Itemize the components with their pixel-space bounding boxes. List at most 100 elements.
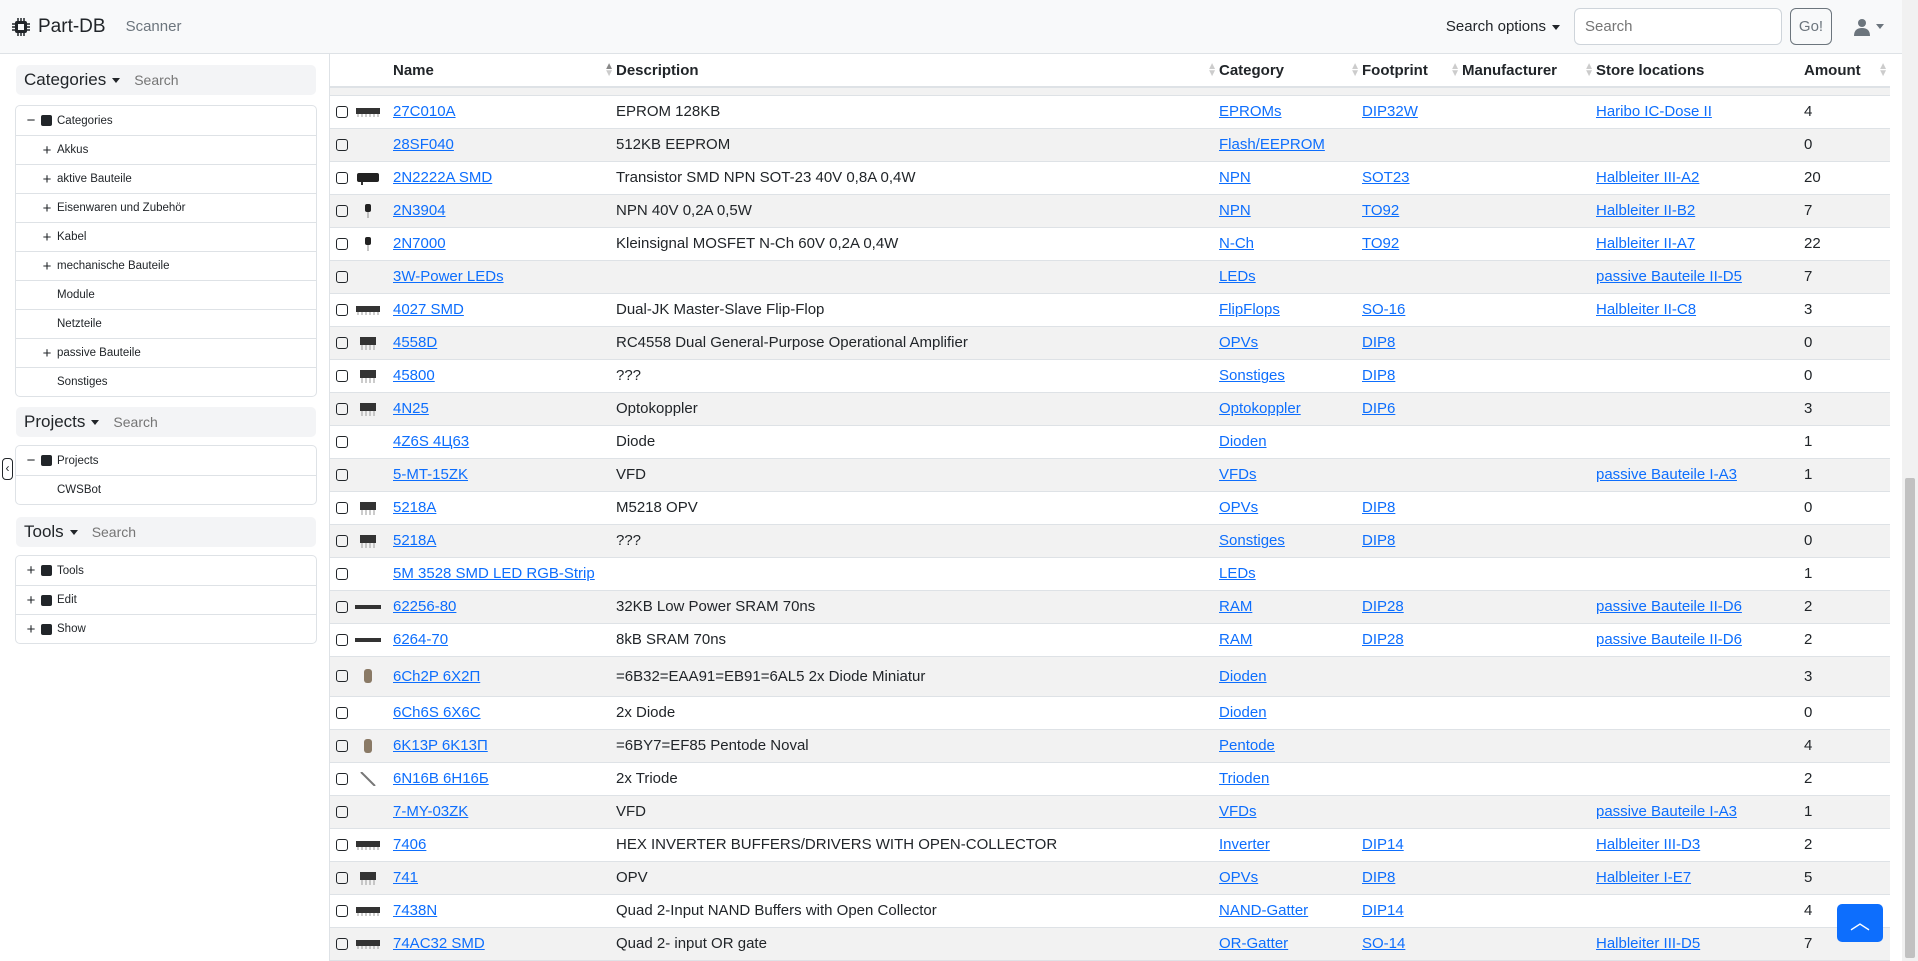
part-name-link[interactable]: 4Z6S 4Ц63 bbox=[393, 433, 470, 450]
part-name-link[interactable]: 4027 SMD bbox=[393, 301, 464, 318]
back-to-top-button[interactable]: ︿ bbox=[1837, 904, 1883, 942]
table-row[interactable]: 2N7000 Kleinsignal MOSFET N-Ch 60V 0,2A … bbox=[330, 227, 1890, 261]
footprint-link[interactable]: SO-16 bbox=[1362, 301, 1406, 318]
row-checkbox[interactable] bbox=[336, 937, 348, 950]
category-link[interactable]: EPROMs bbox=[1219, 103, 1282, 120]
search-options-dropdown[interactable]: Search options bbox=[1446, 18, 1560, 35]
part-name-link[interactable]: 5218A bbox=[393, 532, 437, 549]
store-location-link[interactable]: passive Bauteile II-D6 bbox=[1596, 631, 1742, 648]
row-checkbox[interactable] bbox=[336, 336, 348, 349]
expand-icon[interactable]: + bbox=[26, 591, 36, 609]
table-row[interactable]: 4Z6S 4Ц63 Diode Dioden 1 bbox=[330, 425, 1890, 459]
row-checkbox[interactable] bbox=[336, 468, 348, 481]
search-input[interactable] bbox=[1574, 8, 1782, 45]
row-checkbox[interactable] bbox=[336, 204, 348, 217]
row-checkbox[interactable] bbox=[336, 567, 348, 580]
expand-icon[interactable]: + bbox=[42, 228, 52, 246]
part-thumbnail-icon[interactable] bbox=[355, 904, 381, 918]
tree-node[interactable]: Module bbox=[16, 280, 316, 309]
store-location-link[interactable]: Halbleiter III-D5 bbox=[1596, 935, 1701, 952]
part-thumbnail-icon[interactable] bbox=[355, 203, 381, 218]
part-thumbnail-icon[interactable] bbox=[355, 303, 381, 317]
tree-node[interactable]: Netzteile bbox=[16, 309, 316, 338]
part-name-link[interactable]: 27C010A bbox=[393, 103, 456, 120]
expand-icon[interactable]: + bbox=[42, 141, 52, 159]
row-checkbox[interactable] bbox=[336, 303, 348, 316]
tree-node[interactable]: + Kabel bbox=[16, 222, 316, 251]
category-link[interactable]: Dioden bbox=[1219, 667, 1267, 685]
table-row[interactable]: 3W-Power LEDs LEDs passive Bauteile II-D… bbox=[330, 260, 1890, 294]
row-checkbox[interactable] bbox=[336, 600, 348, 613]
part-name-link[interactable]: 2N2222A SMD bbox=[393, 169, 493, 186]
tree-node[interactable]: + Edit bbox=[16, 585, 316, 614]
table-row[interactable]: 5M 3528 SMD LED RGB-Strip LEDs 1 bbox=[330, 557, 1890, 591]
part-name-link[interactable]: 5M 3528 SMD LED RGB-Strip bbox=[393, 565, 595, 582]
part-name-link[interactable]: 28SF040 bbox=[393, 136, 454, 153]
part-thumbnail-icon[interactable] bbox=[355, 369, 381, 383]
row-checkbox[interactable] bbox=[336, 739, 348, 752]
category-link[interactable]: VFDs bbox=[1219, 803, 1257, 820]
footprint-link[interactable]: DIP28 bbox=[1362, 631, 1404, 648]
row-checkbox[interactable] bbox=[336, 270, 348, 283]
part-thumbnail-icon[interactable] bbox=[355, 937, 381, 951]
sort-icon[interactable]: ▲ ▼ bbox=[1350, 61, 1360, 79]
sort-icon[interactable]: ▲ ▼ bbox=[1450, 61, 1460, 79]
row-checkbox[interactable] bbox=[336, 501, 348, 514]
row-checkbox[interactable] bbox=[336, 838, 348, 851]
part-name-link[interactable]: 6264-70 bbox=[393, 631, 449, 648]
table-row[interactable]: 5-MT-15ZK VFD VFDs passive Bauteile I-A3… bbox=[330, 458, 1890, 492]
table-row[interactable]: 4027 SMD Dual-JK Master-Slave Flip-Flop … bbox=[330, 293, 1890, 327]
expand-icon[interactable]: + bbox=[42, 257, 52, 275]
table-row[interactable]: 7438N Quad 2-Input NAND Buffers with Ope… bbox=[330, 894, 1890, 928]
projects-dropdown[interactable]: Projects bbox=[24, 412, 100, 432]
part-name-link[interactable]: 62256-80 bbox=[393, 598, 457, 615]
store-location-link[interactable]: Halbleiter II-B2 bbox=[1596, 202, 1696, 219]
row-checkbox[interactable] bbox=[336, 402, 348, 415]
part-thumbnail-icon[interactable] bbox=[355, 171, 381, 185]
category-link[interactable]: NPN bbox=[1219, 202, 1251, 219]
part-thumbnail-icon[interactable] bbox=[355, 600, 381, 614]
table-row[interactable]: 6Ch6S 6X6C 2x Diode Dioden 0 bbox=[330, 696, 1890, 730]
tree-node[interactable]: + aktive Bauteile bbox=[16, 164, 316, 193]
category-link[interactable]: N-Ch bbox=[1219, 235, 1255, 252]
column-header[interactable]: Description ▲ ▼ bbox=[616, 54, 1219, 88]
store-location-link[interactable]: passive Bauteile I-A3 bbox=[1596, 466, 1737, 483]
tools-search-input[interactable] bbox=[91, 524, 252, 540]
row-checkbox[interactable] bbox=[336, 138, 348, 151]
store-location-link[interactable]: Halbleiter II-A7 bbox=[1596, 235, 1696, 252]
tree-node[interactable]: + mechanische Bauteile bbox=[16, 251, 316, 280]
row-checkbox[interactable] bbox=[336, 369, 348, 382]
part-name-link[interactable]: 6Ch2P 6X2П bbox=[393, 667, 481, 685]
footprint-link[interactable]: DIP28 bbox=[1362, 598, 1404, 615]
table-row[interactable]: 28SF040 512KB EEPROM Flash/EEPROM 0 bbox=[330, 128, 1890, 162]
category-link[interactable]: Trioden bbox=[1219, 770, 1270, 787]
part-thumbnail-icon[interactable] bbox=[355, 236, 381, 251]
sort-icon[interactable]: ▲ ▼ bbox=[604, 61, 614, 79]
part-name-link[interactable]: 6Ch6S 6X6C bbox=[393, 704, 481, 721]
table-row[interactable]: 6N16B 6H16Б 2x Triode Trioden 2 bbox=[330, 762, 1890, 796]
category-link[interactable]: OPVs bbox=[1219, 499, 1259, 516]
tree-node[interactable]: CWSBot bbox=[16, 475, 316, 504]
store-location-link[interactable]: Halbleiter II-C8 bbox=[1596, 301, 1697, 318]
footprint-link[interactable]: DIP8 bbox=[1362, 869, 1396, 886]
column-header[interactable]: Amount ▲ ▼ bbox=[1804, 54, 1890, 88]
column-header[interactable]: Name ▲ ▼ bbox=[393, 54, 616, 88]
footprint-link[interactable]: DIP8 bbox=[1362, 532, 1396, 549]
category-link[interactable]: Dioden bbox=[1219, 433, 1267, 450]
table-row[interactable]: 62256-80 32KB Low Power SRAM 70ns RAM DI… bbox=[330, 590, 1890, 624]
part-thumbnail-icon[interactable] bbox=[355, 501, 381, 515]
tree-node[interactable]: + passive Bauteile bbox=[16, 338, 316, 367]
part-name-link[interactable]: 4558D bbox=[393, 334, 438, 351]
column-header[interactable]: Category ▲ ▼ bbox=[1219, 54, 1362, 88]
collapse-icon[interactable]: − bbox=[26, 112, 36, 129]
category-link[interactable]: Sonstiges bbox=[1219, 367, 1285, 384]
part-thumbnail-icon[interactable] bbox=[355, 871, 381, 885]
scanner-link[interactable]: Scanner bbox=[125, 18, 182, 35]
table-row[interactable]: 45800 ??? Sonstiges DIP8 0 bbox=[330, 359, 1890, 393]
part-thumbnail-icon[interactable] bbox=[355, 402, 381, 416]
row-checkbox[interactable] bbox=[336, 435, 348, 448]
category-link[interactable]: FlipFlops bbox=[1219, 301, 1280, 318]
column-header[interactable]: Store locations bbox=[1596, 54, 1804, 88]
part-name-link[interactable]: 74AC32 SMD bbox=[393, 935, 485, 952]
scrollbar-thumb[interactable] bbox=[1905, 478, 1915, 958]
